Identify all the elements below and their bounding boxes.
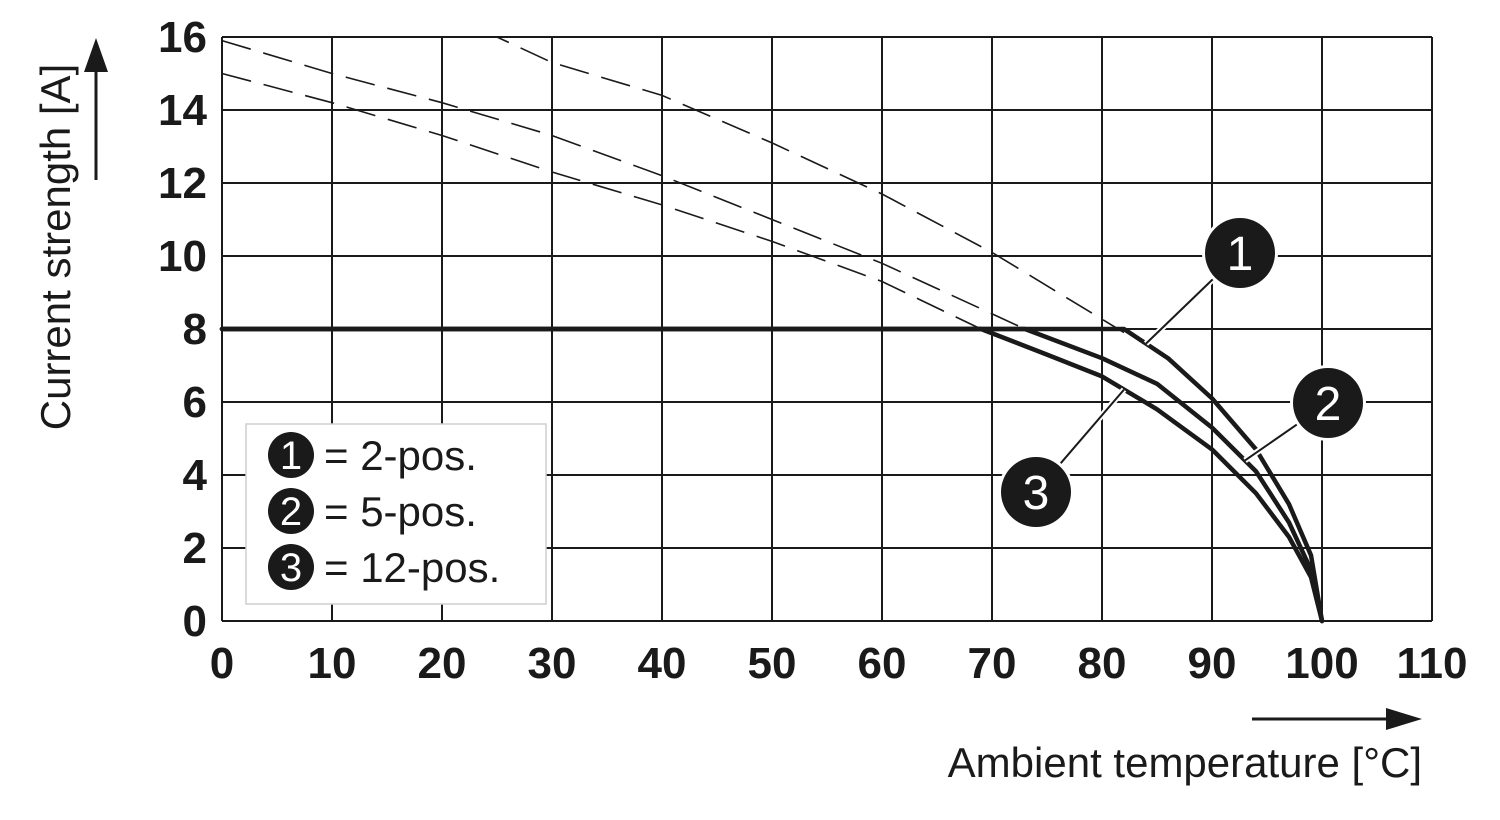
callout-2-badge: [1293, 368, 1363, 438]
x-tick-label: 110: [1397, 639, 1468, 688]
y-axis-arrow-icon: [84, 38, 108, 180]
legend-badge-label: 3: [280, 546, 302, 590]
y-tick-label: 4: [183, 451, 208, 500]
x-tick-label: 30: [528, 639, 577, 688]
x-tick-label: 70: [968, 639, 1017, 688]
callout-2-leader-line: [1244, 422, 1299, 462]
legend-badge-2: [268, 488, 314, 534]
legend-entry-text: = 5-pos.: [324, 488, 477, 535]
x-tick-label: 60: [858, 639, 907, 688]
legend-badge-label: 1: [280, 434, 302, 478]
x-tick-label: 20: [418, 639, 467, 688]
callout-3-label: 3: [1023, 467, 1050, 520]
series-3-theoretical-line: [221, 72, 982, 330]
y-tick-label: 16: [158, 13, 207, 62]
x-tick-label: 40: [638, 639, 687, 688]
x-tick-label: 50: [748, 639, 797, 688]
x-tick-label: 0: [210, 639, 234, 688]
callout-3-leader-line: [1058, 388, 1125, 466]
legend-entry-text: = 2-pos.: [324, 432, 477, 479]
x-axis-arrow-icon: [1252, 708, 1422, 730]
series-2-theoretical-line: [221, 39, 1026, 330]
callout-1-label: 1: [1227, 228, 1254, 281]
x-tick-label: 80: [1078, 639, 1127, 688]
x-tick-label: 100: [1285, 639, 1358, 688]
y-tick-label: 0: [183, 597, 207, 646]
callouts: 1 2 3: [998, 215, 1366, 530]
y-tick-label: 14: [158, 86, 207, 135]
y-axis-label: Current strength [A]: [32, 64, 79, 431]
y-tick-label: 12: [158, 159, 207, 208]
series-layer: [219, 36, 1325, 624]
y-tick-label: 2: [183, 524, 207, 573]
legend-badge-3: [268, 544, 314, 590]
x-tick-label: 90: [1188, 639, 1237, 688]
series-1-derating-line: [219, 326, 1325, 624]
callout-1-leader-line: [1145, 277, 1215, 345]
series-3-derating-line: [219, 326, 1325, 624]
y-tick-label: 8: [183, 305, 207, 354]
callout-1-badge: [1205, 218, 1275, 288]
callout-2-label: 2: [1315, 378, 1342, 431]
series-2-derating-line: [219, 326, 1325, 624]
series-1-theoretical-line: [222, 36, 1125, 334]
legend-badge-label: 2: [280, 490, 302, 534]
y-tick-label: 10: [158, 232, 207, 281]
legend-badge-1: [268, 432, 314, 478]
x-tick-label: 10: [308, 639, 357, 688]
y-tick-label: 6: [183, 378, 207, 427]
callout-3-badge: [1001, 457, 1071, 527]
legend-entry-text: = 12-pos.: [324, 544, 500, 591]
x-axis-label: Ambient temperature [°C]: [948, 739, 1422, 786]
legend: 1 = 2-pos. 2 = 5-pos. 3 = 12-pos.: [245, 423, 547, 605]
